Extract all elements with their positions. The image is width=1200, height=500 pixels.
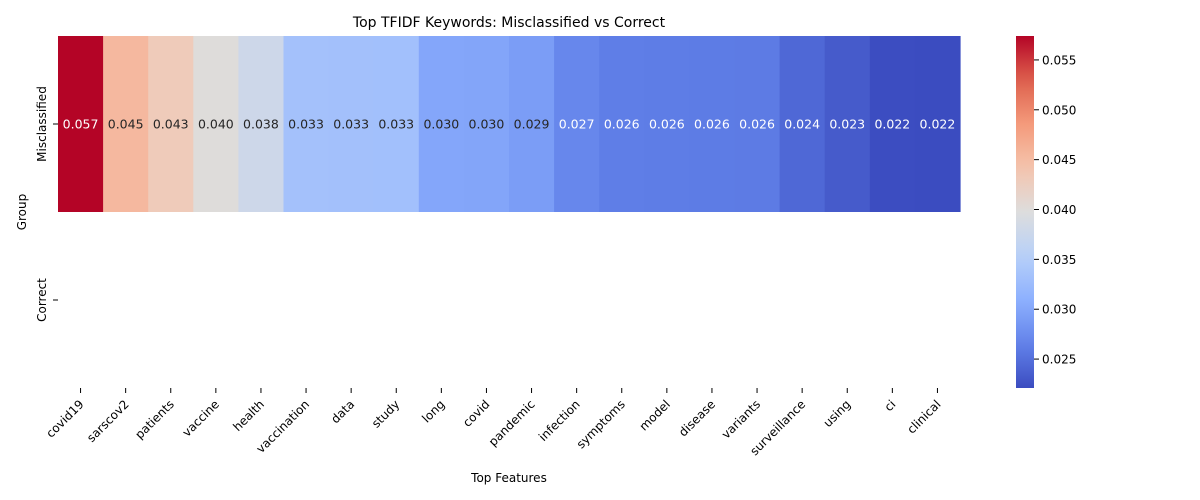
heatmap-cell	[148, 36, 194, 212]
heatmap-cell	[328, 36, 375, 212]
cell-value-label: 0.043	[153, 117, 189, 132]
heatmap-cell	[689, 36, 736, 212]
colorbar: 0.025 0.030 0.035 0.040 0.045 0.050 0.055	[1016, 36, 1076, 388]
heatmap-cell-labels: 0.057 0.045 0.043 0.040 0.038 0.033 0.033 0.033…	[63, 117, 956, 132]
heatmap-cell	[509, 36, 555, 212]
x-tick-label: long	[419, 397, 447, 425]
heatmap-cell	[554, 36, 600, 212]
colorbar-tick-label: 0.035	[1042, 253, 1076, 267]
cell-value-label: 0.057	[63, 117, 99, 132]
x-tick-label: clinical	[904, 397, 943, 436]
colorbar-tick-label: 0.030	[1042, 303, 1076, 317]
y-axis-label: Group	[15, 194, 29, 231]
x-tick-label: sarscov2	[84, 397, 132, 445]
x-tick-label: vaccine	[180, 397, 222, 439]
colorbar-tick-label: 0.055	[1042, 53, 1076, 67]
cell-value-label: 0.029	[514, 117, 550, 132]
chart-title: Top TFIDF Keywords: Misclassified vs Cor…	[352, 15, 666, 31]
heatmap-cell	[58, 36, 104, 212]
cell-value-label: 0.030	[469, 117, 505, 132]
x-tick-label: covid19	[43, 397, 86, 440]
cell-value-label: 0.026	[739, 117, 775, 132]
heatmap-cell	[283, 36, 330, 212]
heatmap-cells	[58, 36, 961, 212]
x-tick-label: disease	[676, 397, 718, 439]
colorbar-gradient	[1016, 36, 1034, 388]
cell-value-label: 0.033	[288, 117, 324, 132]
colorbar-tick-label: 0.040	[1042, 203, 1076, 217]
cell-value-label: 0.033	[333, 117, 369, 132]
cell-value-label: 0.033	[378, 117, 414, 132]
x-tick-label: health	[230, 397, 267, 434]
x-tick-label: variants	[719, 397, 763, 441]
heatmap-cell	[463, 36, 510, 212]
cell-value-label: 0.030	[423, 117, 459, 132]
x-tick-label: infection	[536, 397, 583, 444]
cell-value-label: 0.023	[829, 117, 865, 132]
cell-value-label: 0.026	[604, 117, 640, 132]
heatmap-cell	[193, 36, 239, 212]
cell-value-label: 0.026	[649, 117, 685, 132]
y-axis-ticks: Misclassified Correct	[35, 86, 58, 322]
heatmap-cell	[599, 36, 645, 212]
x-tick-label: patients	[132, 397, 177, 442]
x-tick-label: using	[821, 397, 854, 430]
heatmap-cell	[644, 36, 690, 212]
x-tick-label: pandemic	[486, 397, 538, 449]
y-tick-label: Correct	[35, 278, 49, 322]
cell-value-label: 0.027	[559, 117, 595, 132]
heatmap-cell	[418, 36, 465, 212]
cell-value-label: 0.022	[874, 117, 910, 132]
heatmap-cell	[869, 36, 916, 212]
cell-value-label: 0.040	[198, 117, 234, 132]
cell-value-label: 0.045	[108, 117, 144, 132]
x-tick-label: covid	[460, 397, 493, 430]
heatmap-cell	[779, 36, 826, 212]
x-axis-label: Top Features	[470, 471, 547, 485]
y-tick-label: Misclassified	[35, 86, 49, 162]
heatmap-cell	[103, 36, 149, 212]
heatmap-cell	[238, 36, 285, 212]
heatmap-cell	[734, 36, 781, 212]
cell-value-label: 0.026	[694, 117, 730, 132]
x-tick-label: model	[637, 397, 673, 433]
cell-value-label: 0.038	[243, 117, 279, 132]
heatmap-cell	[914, 36, 961, 212]
colorbar-tick-label: 0.045	[1042, 153, 1076, 167]
cell-value-label: 0.022	[920, 117, 956, 132]
cell-value-label: 0.024	[784, 117, 820, 132]
heatmap-cell	[824, 36, 871, 212]
x-tick-label: symptoms	[574, 397, 628, 451]
x-tick-label: study	[369, 397, 402, 430]
heatmap-cell	[373, 36, 420, 212]
colorbar-tick-label: 0.050	[1042, 103, 1076, 117]
x-tick-label: ci	[882, 397, 899, 414]
x-tick-label: data	[328, 397, 357, 426]
colorbar-tick-label: 0.025	[1042, 353, 1076, 367]
